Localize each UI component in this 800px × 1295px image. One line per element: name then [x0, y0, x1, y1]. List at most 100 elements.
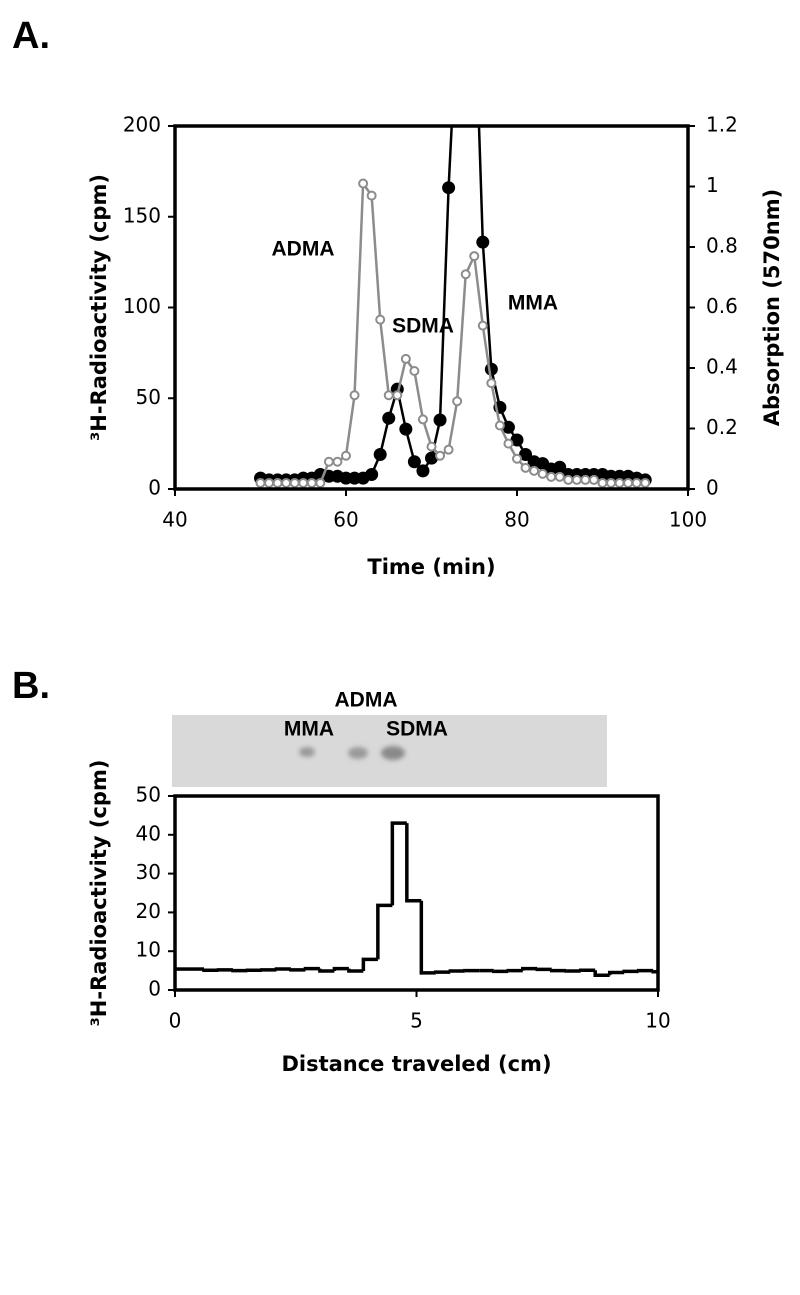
x-tick-label: 60 — [333, 508, 358, 532]
histogram-step — [578, 968, 596, 972]
y-tick-label: 0 — [148, 476, 161, 500]
histogram-step — [289, 968, 306, 972]
data-point — [272, 477, 283, 488]
data-point — [426, 441, 437, 452]
histogram-step — [405, 823, 422, 903]
annotation: MMA — [508, 292, 558, 315]
data-point — [554, 471, 565, 482]
histogram-step — [506, 968, 523, 973]
data-point — [349, 390, 360, 401]
data-point — [623, 477, 634, 488]
data-point — [477, 320, 488, 331]
data-point — [614, 477, 625, 488]
histogram-step — [318, 968, 335, 973]
y-tick-label: 10 — [136, 938, 161, 962]
plot-frame — [173, 794, 660, 992]
data-point — [460, 269, 471, 280]
x-axis-title: Distance traveled (cm) — [281, 1052, 551, 1076]
data-point — [606, 477, 617, 488]
histogram-step — [622, 969, 639, 974]
histogram-step — [376, 903, 393, 960]
tlc-spot — [381, 746, 405, 760]
y2-axis-title: Absorption (570nm) — [760, 189, 784, 426]
histogram-step — [419, 900, 436, 975]
x-tick-label: 5 — [410, 1009, 423, 1033]
data-point — [486, 378, 497, 389]
histogram-step — [535, 967, 552, 972]
plot-frame — [173, 124, 690, 491]
data-point — [323, 456, 334, 467]
histogram-step — [434, 970, 451, 974]
data-point — [563, 474, 574, 485]
histogram-step — [448, 969, 465, 973]
tlc-spot — [299, 747, 315, 757]
y2-tick-label: 1 — [706, 173, 719, 197]
data-point — [588, 474, 599, 485]
y2-tick-label: 1.2 — [706, 113, 738, 137]
x-tick-label: 40 — [162, 508, 187, 532]
data-point — [442, 181, 456, 195]
data-point — [571, 474, 582, 485]
histogram-step — [607, 970, 625, 976]
data-point — [546, 471, 557, 482]
data-point — [409, 366, 420, 377]
x-tick-label: 10 — [645, 1009, 670, 1033]
histogram-step — [593, 970, 610, 978]
data-point — [341, 450, 351, 461]
y-tick-label: 0 — [148, 977, 161, 1001]
histogram-step — [492, 969, 509, 974]
y-tick-label: 100 — [123, 294, 161, 318]
data-point — [358, 178, 369, 189]
y-tick-label: 150 — [123, 203, 161, 227]
data-point — [407, 455, 421, 469]
data-point — [366, 190, 377, 201]
histogram-step — [303, 966, 320, 971]
x-tick-label: 80 — [504, 508, 529, 532]
y-tick-label: 20 — [136, 899, 161, 923]
histogram-step — [274, 967, 291, 971]
data-point — [365, 467, 379, 481]
data-point — [382, 411, 396, 425]
data-point — [281, 477, 292, 488]
data-point — [537, 468, 548, 479]
panel-label: A. — [12, 15, 50, 57]
data-point — [494, 420, 505, 431]
y-tick-label: 30 — [136, 860, 161, 884]
histogram-step — [636, 968, 654, 973]
data-point — [640, 477, 651, 488]
y-axis-title: ³H-Radioactivity (cpm) — [87, 174, 111, 441]
data-point — [315, 477, 326, 488]
annotation: SDMA — [392, 315, 454, 338]
data-point — [400, 353, 411, 364]
histogram-step — [231, 968, 248, 973]
plot-clip — [254, 12, 652, 488]
y2-tick-label: 0.8 — [706, 234, 738, 258]
y-tick-label: 50 — [136, 385, 161, 409]
x-tick-label: 0 — [169, 1009, 182, 1033]
histogram-step — [347, 968, 364, 973]
y2-tick-label: 0 — [706, 476, 719, 500]
data-point — [375, 314, 386, 325]
data-point — [452, 12, 463, 23]
data-point — [529, 465, 540, 476]
x-tick-label: 100 — [669, 508, 707, 532]
data-point — [433, 413, 447, 427]
histogram-step — [332, 966, 349, 971]
data-point — [443, 444, 454, 455]
y-tick-label: 200 — [123, 113, 161, 137]
annotation: ADMA — [335, 689, 398, 712]
data-point — [631, 477, 642, 488]
y2-tick-label: 0.4 — [706, 355, 738, 379]
data-point — [452, 396, 463, 407]
data-point — [298, 477, 309, 488]
data-point — [255, 477, 266, 488]
data-point — [469, 251, 480, 262]
histogram-step — [361, 957, 378, 971]
y-tick-label: 40 — [136, 821, 161, 845]
data-point — [519, 448, 533, 462]
data-point — [289, 477, 300, 488]
histogram-step — [521, 966, 538, 971]
histogram-step — [549, 968, 567, 973]
data-point — [512, 453, 522, 464]
